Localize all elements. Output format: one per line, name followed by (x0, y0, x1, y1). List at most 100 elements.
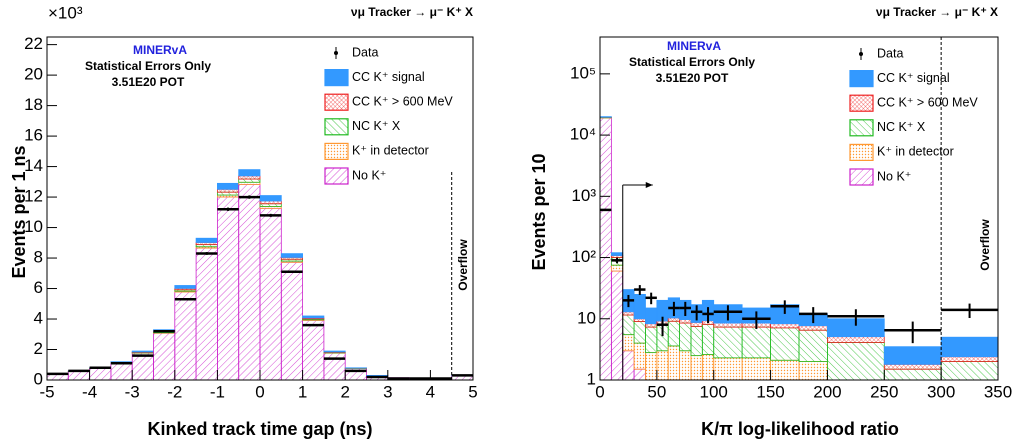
histogram-bar (713, 322, 743, 328)
overflow-label: Overflow (456, 239, 470, 291)
histogram-bar (131, 352, 154, 381)
legend-swatch (849, 119, 874, 137)
x-tick-label: -1 (210, 382, 225, 401)
legend-swatch (849, 94, 874, 112)
histogram-bar (174, 291, 197, 381)
legend-swatch (324, 142, 349, 160)
histogram-bar (679, 350, 692, 381)
legend-label: Data (352, 45, 378, 59)
histogram-bar (701, 323, 715, 355)
annotation: MINERvA (133, 43, 187, 57)
histogram-bar (259, 203, 282, 207)
x-tick-label: 3 (383, 382, 392, 401)
legend-swatch (324, 68, 349, 87)
x-tick-label: 300 (927, 382, 955, 401)
legend-label: NC K⁺ X (352, 119, 401, 133)
y-tick-label: 0 (34, 369, 43, 388)
annotation: Statistical Errors Only (85, 59, 211, 73)
histogram-bar (323, 352, 346, 381)
y-tick-label: 18 (24, 95, 43, 114)
histogram-bar (302, 319, 325, 381)
y-axis-label: Events per 1 ns (9, 145, 29, 278)
histogram-bar (633, 321, 646, 344)
histogram-bar (679, 322, 692, 352)
histogram-bar (610, 270, 624, 381)
histogram-bar (280, 261, 303, 381)
histogram-bar (633, 294, 646, 320)
histogram-bar (259, 207, 282, 381)
x-tick-label: -3 (125, 382, 140, 401)
histogram-bar (690, 326, 703, 357)
y-tick-label: 20 (24, 65, 43, 84)
annotation: MINERvA (667, 39, 721, 53)
legend-swatch (849, 143, 874, 161)
legend-marker (859, 52, 863, 56)
histogram-bar (153, 332, 176, 381)
histogram-bar (645, 352, 658, 381)
legend-swatch (324, 167, 349, 185)
legend-swatch (324, 118, 349, 136)
histogram-bar (216, 188, 240, 193)
histogram-bar (883, 363, 942, 370)
y-tick-label: 2 (34, 339, 43, 358)
histogram-bar (622, 311, 635, 316)
x-tick-label: 0 (595, 382, 604, 401)
histogram-bar (645, 307, 658, 325)
x-tick-label: 2 (340, 382, 349, 401)
y-tick-label: 4 (34, 309, 43, 328)
legend-label: K⁺ in detector (352, 144, 429, 158)
histogram-bar (883, 368, 942, 381)
histogram-bar (46, 373, 69, 381)
x-tick-label: 0 (255, 382, 264, 401)
x-tick-label: -5 (39, 382, 54, 401)
x-axis-label: Kinked track time gap (ns) (147, 419, 372, 439)
histogram-bar (216, 196, 240, 381)
histogram-bar (770, 359, 800, 381)
annotation: Statistical Errors Only (629, 55, 755, 69)
x-tick-label: 50 (647, 382, 666, 401)
x-tick-label: 350 (984, 382, 1012, 401)
histogram-bar (656, 350, 669, 381)
legend-marker (334, 51, 338, 55)
annotation: 3.51E20 POT (112, 75, 185, 89)
histogram-bar (174, 285, 197, 289)
histogram-bar (67, 371, 91, 381)
histogram-bar (713, 326, 743, 359)
histogram-bar (667, 317, 681, 322)
y-tick-label: 8 (34, 248, 43, 267)
x-axis-label: K/π log-likelihood ratio (701, 419, 899, 439)
legend-swatch (849, 168, 874, 186)
chart-title: νμ Tracker → μ⁻ K⁺ X (351, 5, 473, 19)
histogram-bar (827, 336, 885, 343)
histogram-bar (238, 169, 261, 177)
histogram-bar (741, 357, 771, 381)
histogram-bar (667, 320, 681, 347)
histogram-bar (690, 355, 703, 381)
y-tick-label: 12 (24, 187, 43, 206)
histogram-bar (940, 356, 999, 362)
y-tick-label: 10² (571, 247, 596, 266)
histogram-bar (622, 350, 635, 381)
histogram-bar (690, 322, 703, 327)
y-axis-label: Events per 10 (529, 153, 549, 270)
legend-label: No K⁺ (877, 169, 911, 183)
histogram-bar (633, 368, 646, 381)
histogram-bar (645, 326, 658, 354)
legend-label: CC K⁺ > 600 MeV (877, 95, 978, 109)
x-tick-label: 4 (426, 382, 435, 401)
y-tick-label: 10⁵ (570, 63, 596, 82)
histogram-bar (741, 326, 771, 359)
histogram-bar (940, 336, 999, 358)
histogram-bar (599, 117, 612, 381)
y-tick-label: 16 (24, 126, 43, 145)
y-multiplier: ×10³ (48, 3, 83, 22)
legend-label: No K⁺ (352, 168, 386, 182)
histogram-bar (280, 253, 303, 258)
x-tick-label: -4 (82, 382, 97, 401)
y-tick-label: 10 (577, 308, 596, 327)
histogram-bar (667, 345, 681, 381)
histogram-bar (633, 318, 646, 322)
histogram-bar (89, 368, 112, 381)
histogram-bar (798, 329, 828, 362)
